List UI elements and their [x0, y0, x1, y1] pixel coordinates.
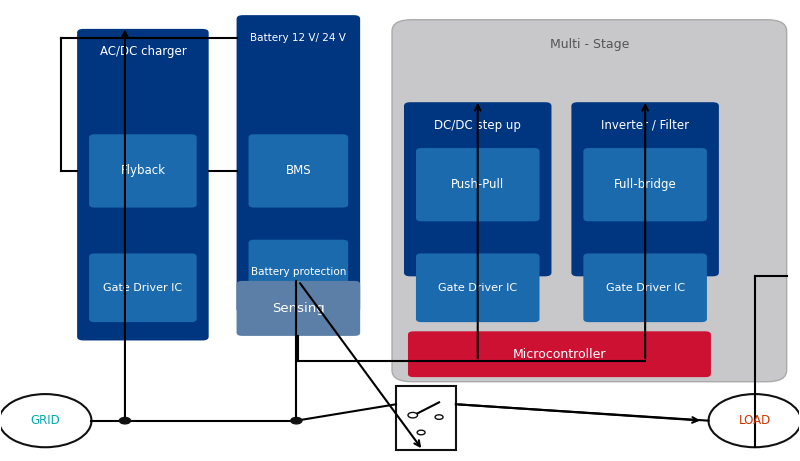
Text: Full-bridge: Full-bridge [614, 178, 677, 191]
Circle shape [119, 418, 130, 424]
Text: Gate Driver IC: Gate Driver IC [606, 283, 685, 293]
Circle shape [417, 430, 425, 435]
FancyBboxPatch shape [396, 386, 456, 450]
FancyBboxPatch shape [416, 254, 539, 322]
FancyBboxPatch shape [392, 20, 786, 382]
Circle shape [0, 394, 91, 447]
Text: BMS: BMS [286, 165, 311, 177]
Text: Sensing: Sensing [272, 302, 325, 315]
FancyBboxPatch shape [583, 254, 707, 322]
FancyBboxPatch shape [237, 15, 360, 313]
Text: Gate Driver IC: Gate Driver IC [438, 283, 518, 293]
FancyBboxPatch shape [416, 148, 539, 221]
Text: DC/DC step up: DC/DC step up [434, 118, 521, 131]
FancyBboxPatch shape [404, 102, 551, 276]
Circle shape [435, 415, 443, 420]
Circle shape [408, 413, 418, 418]
Text: Battery protection: Battery protection [250, 267, 346, 277]
Text: LOAD: LOAD [738, 414, 771, 427]
Text: Battery 12 V/ 24 V: Battery 12 V/ 24 V [250, 33, 346, 43]
Text: Inverter / Filter: Inverter / Filter [601, 118, 690, 131]
Text: AC/DC charger: AC/DC charger [99, 45, 186, 58]
FancyBboxPatch shape [249, 240, 348, 304]
FancyBboxPatch shape [89, 134, 197, 207]
Circle shape [709, 394, 800, 447]
FancyBboxPatch shape [249, 134, 348, 207]
Text: Gate Driver IC: Gate Driver IC [103, 283, 182, 293]
FancyBboxPatch shape [408, 331, 711, 377]
Text: Push-Pull: Push-Pull [451, 178, 504, 191]
Text: Flyback: Flyback [120, 165, 166, 177]
FancyBboxPatch shape [77, 29, 209, 341]
FancyBboxPatch shape [571, 102, 719, 276]
FancyBboxPatch shape [583, 148, 707, 221]
Text: Microcontroller: Microcontroller [513, 348, 606, 361]
Text: GRID: GRID [30, 414, 60, 427]
FancyBboxPatch shape [237, 281, 360, 336]
Text: Multi - Stage: Multi - Stage [550, 38, 629, 52]
FancyBboxPatch shape [89, 254, 197, 322]
Circle shape [290, 418, 302, 424]
